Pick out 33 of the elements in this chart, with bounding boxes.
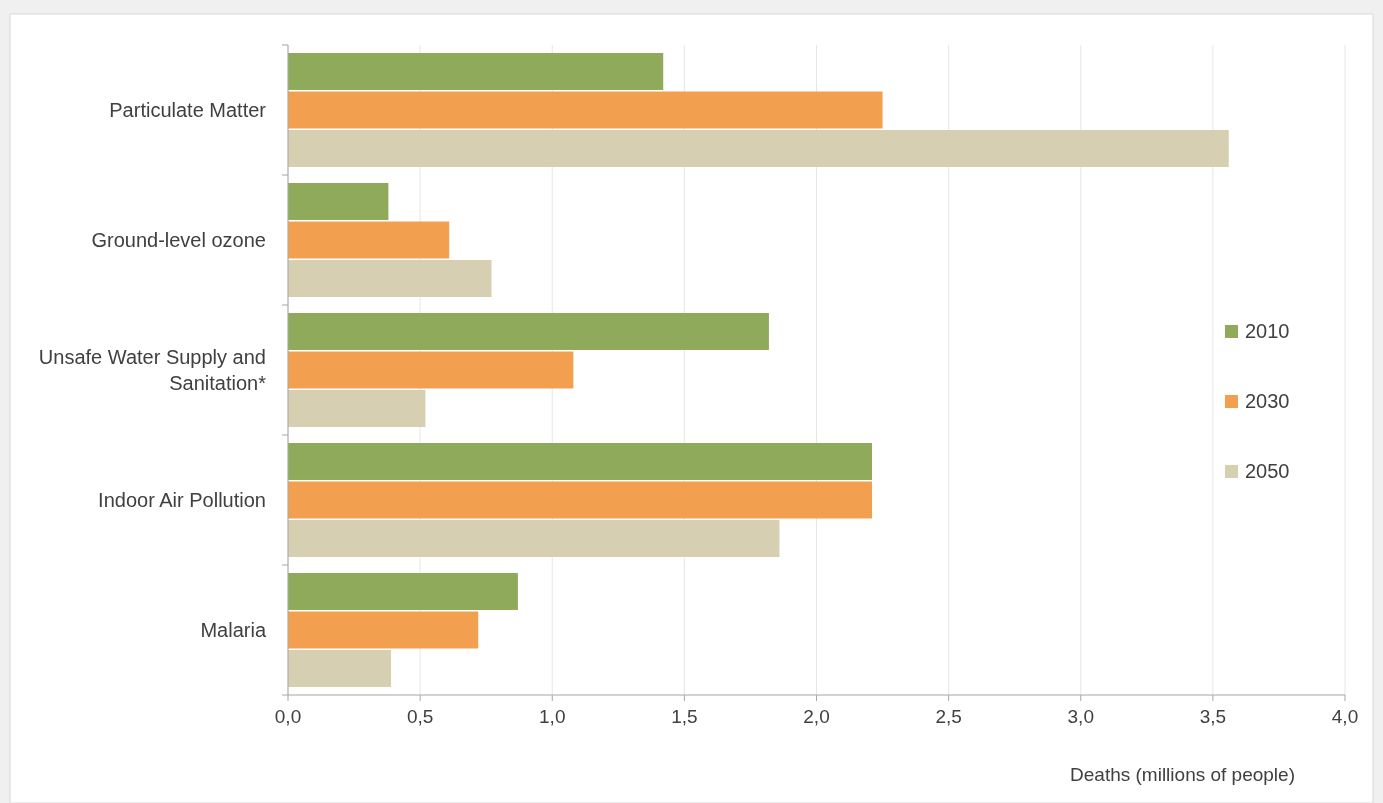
x-axis-title: Deaths (millions of people) (1070, 764, 1295, 785)
bar (288, 481, 872, 519)
x-tick-label: 1,0 (539, 706, 566, 727)
bar (288, 130, 1229, 167)
bar (288, 313, 769, 350)
bar (288, 520, 780, 557)
legend-label: 2050 (1245, 460, 1290, 482)
bar (288, 443, 872, 480)
y-tick-label: Ground-level ozone (91, 229, 266, 251)
bar (288, 221, 450, 259)
bar (288, 611, 479, 649)
x-tick-label: 2,5 (935, 706, 962, 727)
legend-label: 2010 (1245, 320, 1290, 342)
x-tick-label: 0,5 (406, 706, 434, 727)
bar (288, 183, 389, 220)
x-tick-label: 2,0 (803, 706, 830, 727)
bar (288, 91, 883, 129)
x-tick-label: 3,5 (1199, 706, 1227, 727)
y-tick-label: Indoor Air Pollution (98, 489, 266, 511)
bar (288, 390, 426, 427)
bar (288, 351, 574, 389)
x-tick-label: 1,5 (671, 706, 698, 727)
x-tick-label: 4,0 (1331, 706, 1359, 727)
x-tick-label: 3,0 (1067, 706, 1094, 727)
y-tick-label: Malaria (200, 619, 267, 641)
bar (288, 53, 664, 90)
legend-label: 2030 (1245, 390, 1290, 412)
x-tick-label: 0,0 (274, 706, 302, 727)
bar (288, 573, 518, 610)
bar (288, 260, 492, 297)
y-tick-label: Particulate Matter (109, 99, 267, 121)
bar (288, 650, 392, 687)
y-tick-label: Unsafe Water Supply and Sanitation* (38, 346, 267, 394)
